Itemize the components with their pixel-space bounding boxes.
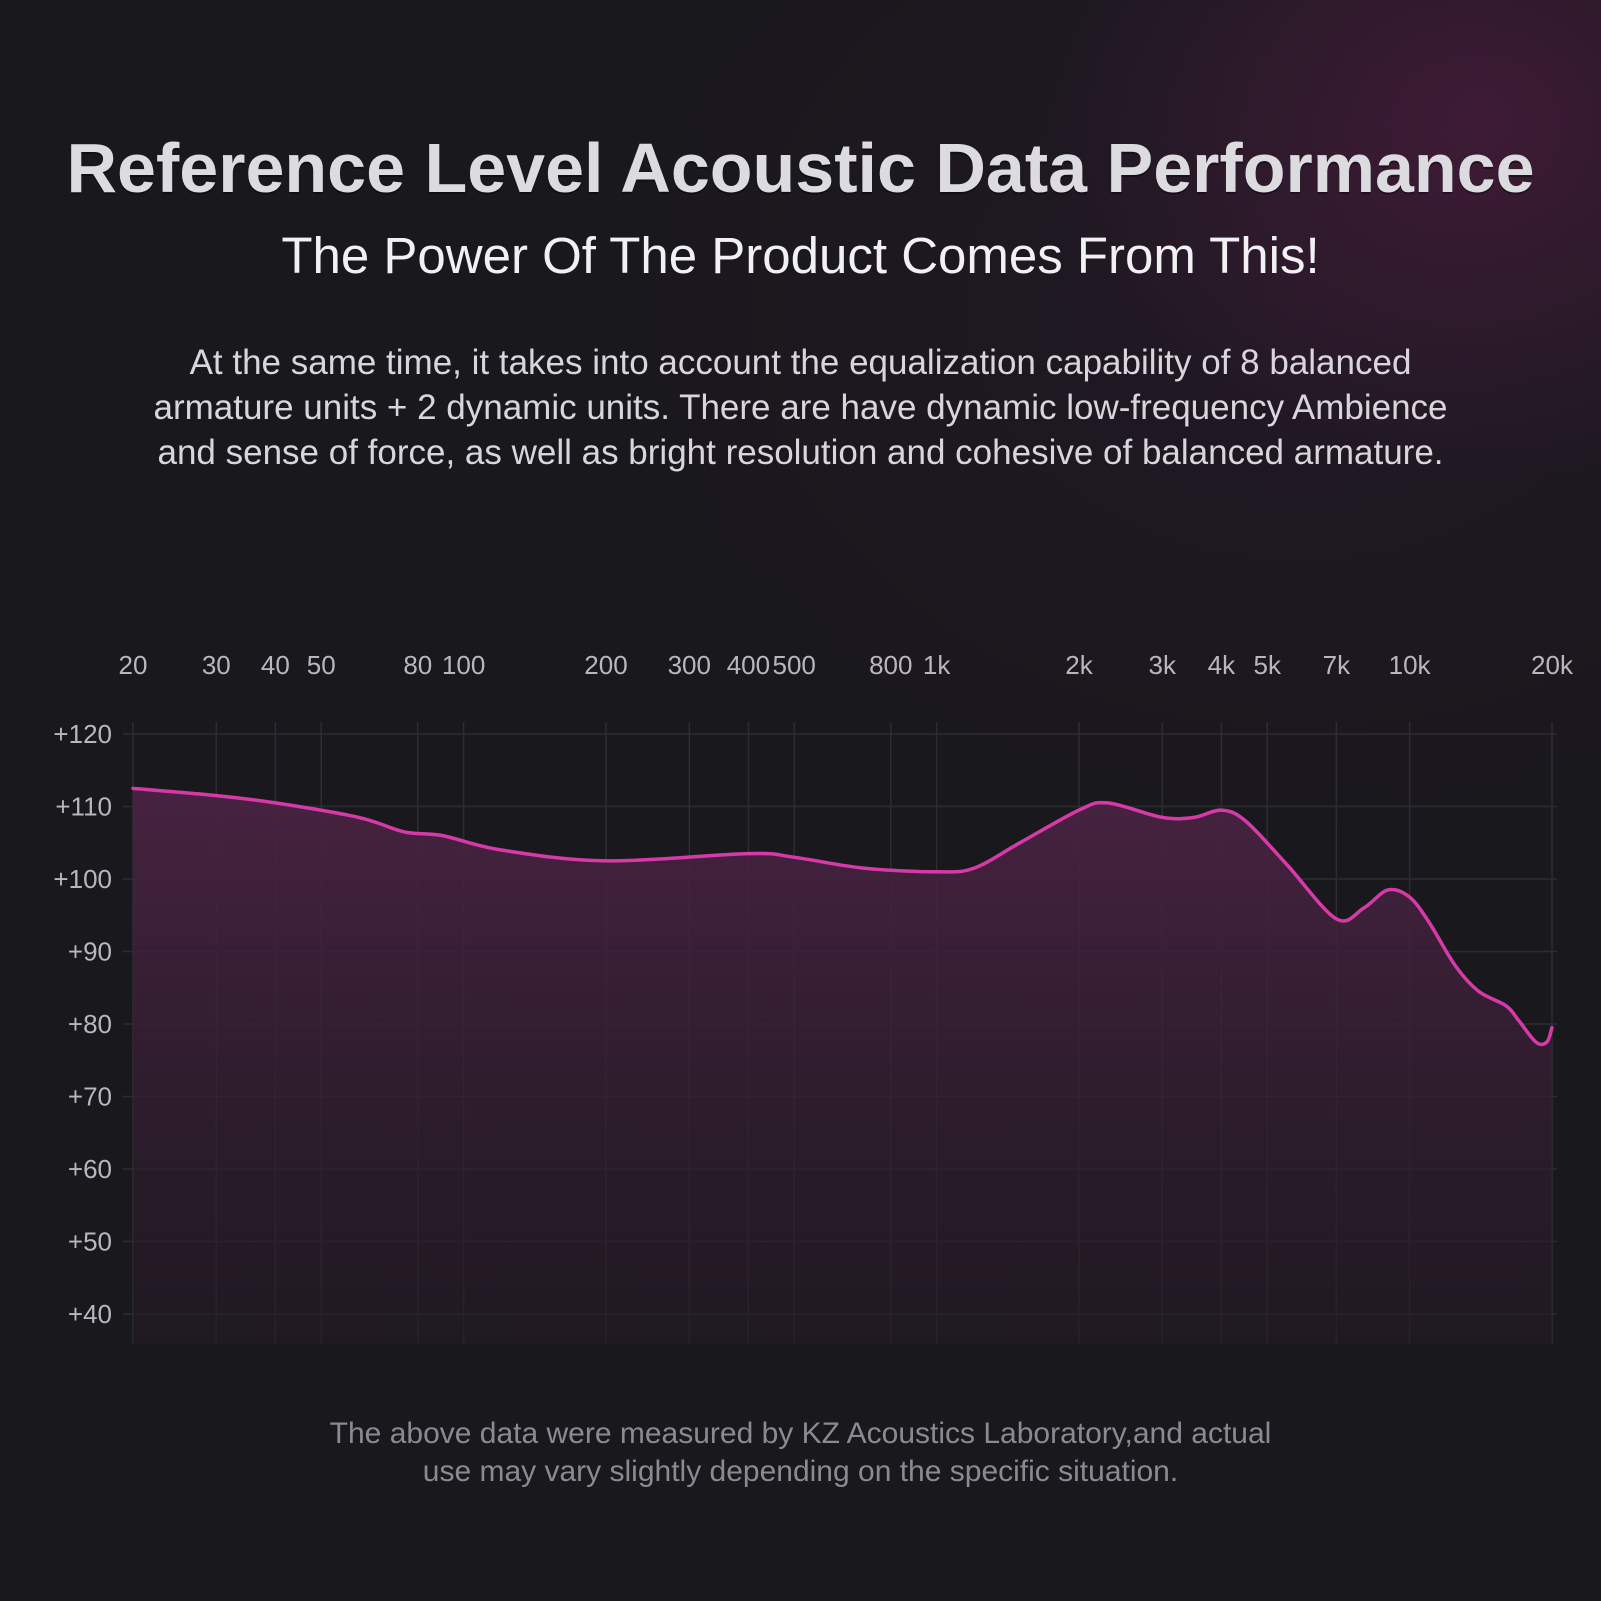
x-tick-label: 10k [1389, 650, 1432, 680]
x-tick-label: 50 [307, 650, 336, 680]
x-tick-label: 300 [668, 650, 711, 680]
x-tick-label: 20 [119, 650, 148, 680]
x-tick-label: 3k [1149, 650, 1177, 680]
y-tick-label: +120 [53, 719, 112, 749]
y-tick-label: +60 [68, 1154, 112, 1184]
x-tick-label: 1k [923, 650, 951, 680]
footnote: The above data were measured by KZ Acous… [0, 1415, 1601, 1491]
frequency-response-chart: 20 30 40 50 80 100 200 300 400 500 800 1k 2k 3k 4k 5k 7k… [0, 620, 1601, 1360]
page-title: Reference Level Acoustic Data Performanc… [66, 129, 1535, 207]
y-tick-label: +80 [68, 1009, 112, 1039]
x-tick-label: 800 [869, 650, 912, 680]
response-curve-line [131, 786, 1554, 1047]
footnote-line: use may vary slightly depending on the s… [422, 1455, 1179, 1488]
x-tick-label: 200 [584, 650, 627, 680]
page-subtitle: The Power Of The Product Comes From This… [281, 227, 1320, 284]
x-tick-label: 400 [727, 650, 770, 680]
response-area-fill [133, 788, 1552, 1344]
x-tick-label: 40 [261, 650, 290, 680]
description-line: and sense of force, as well as bright re… [157, 433, 1444, 472]
y-axis-ticks: +120 +110 +100 +90 +80 +70 +60 +50 +40 [53, 719, 112, 1329]
chart-svg: 20 30 40 50 80 100 200 300 400 500 800 1k 2k 3k 4k 5k 7k… [53, 650, 1574, 1344]
y-tick-label: +100 [53, 864, 112, 894]
x-tick-label: 30 [202, 650, 231, 680]
x-tick-label: 5k [1253, 650, 1281, 680]
x-tick-label: 4k [1208, 650, 1236, 680]
x-tick-label: 2k [1065, 650, 1093, 680]
y-tick-label: +110 [55, 792, 112, 822]
area-layer [131, 786, 1554, 1344]
x-tick-label: 500 [773, 650, 816, 680]
footnote-line: The above data were measured by KZ Acous… [329, 1417, 1272, 1450]
x-tick-label: 7k [1323, 650, 1351, 680]
x-axis-ticks: 20 30 40 50 80 100 200 300 400 500 800 1k 2k 3k 4k 5k 7k… [119, 650, 1574, 680]
x-tick-label: 80 [403, 650, 432, 680]
description-line: At the same time, it takes into account … [189, 343, 1412, 382]
description-line: armature units + 2 dynamic units. There … [153, 388, 1448, 427]
y-tick-label: +70 [68, 1082, 112, 1112]
x-tick-label: 20k [1531, 650, 1574, 680]
description: At the same time, it takes into account … [100, 340, 1501, 475]
y-tick-label: +90 [68, 937, 112, 967]
x-tick-label: 100 [442, 650, 485, 680]
y-tick-label: +40 [68, 1299, 112, 1329]
y-tick-label: +50 [68, 1227, 112, 1257]
